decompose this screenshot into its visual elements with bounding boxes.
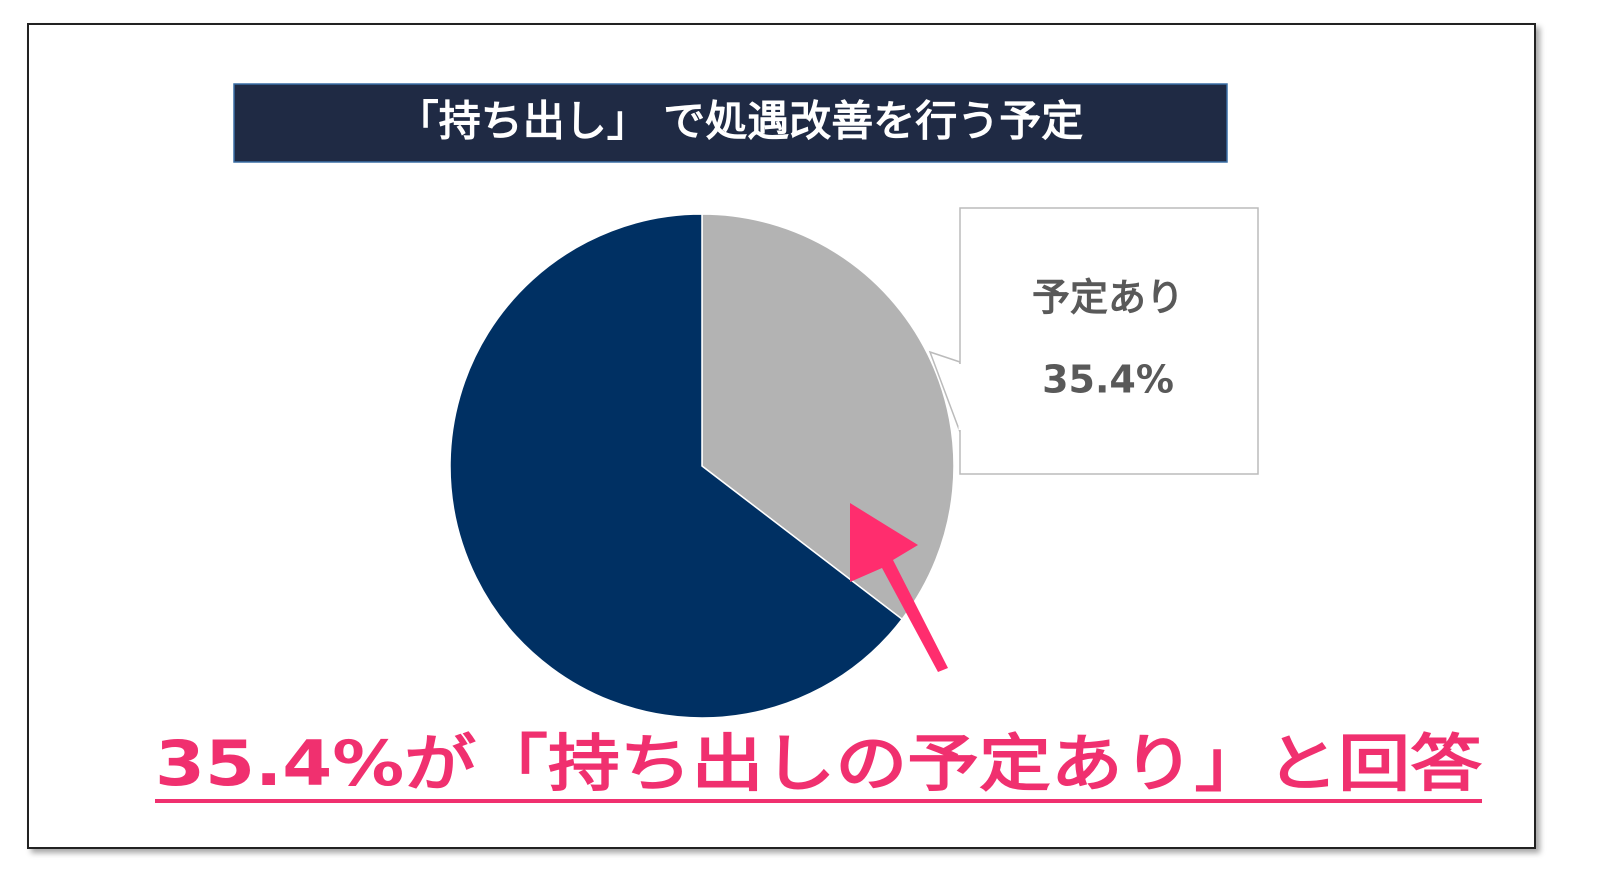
title-box — [233, 83, 1228, 163]
pie-slice — [701, 213, 955, 621]
callout-box — [959, 207, 1259, 475]
chart-title: 「持ち出し」 で処遇改善を行う予定 — [397, 97, 1084, 146]
slice-label: 予定あり — [1032, 276, 1184, 320]
arrow — [850, 503, 948, 672]
slice-value-label: 35.4% — [1042, 358, 1174, 402]
pie — [449, 213, 955, 719]
pie-slice — [449, 213, 904, 719]
annotation: 35.4%が「持ち出しの予定あり」と回答 — [155, 727, 1483, 800]
